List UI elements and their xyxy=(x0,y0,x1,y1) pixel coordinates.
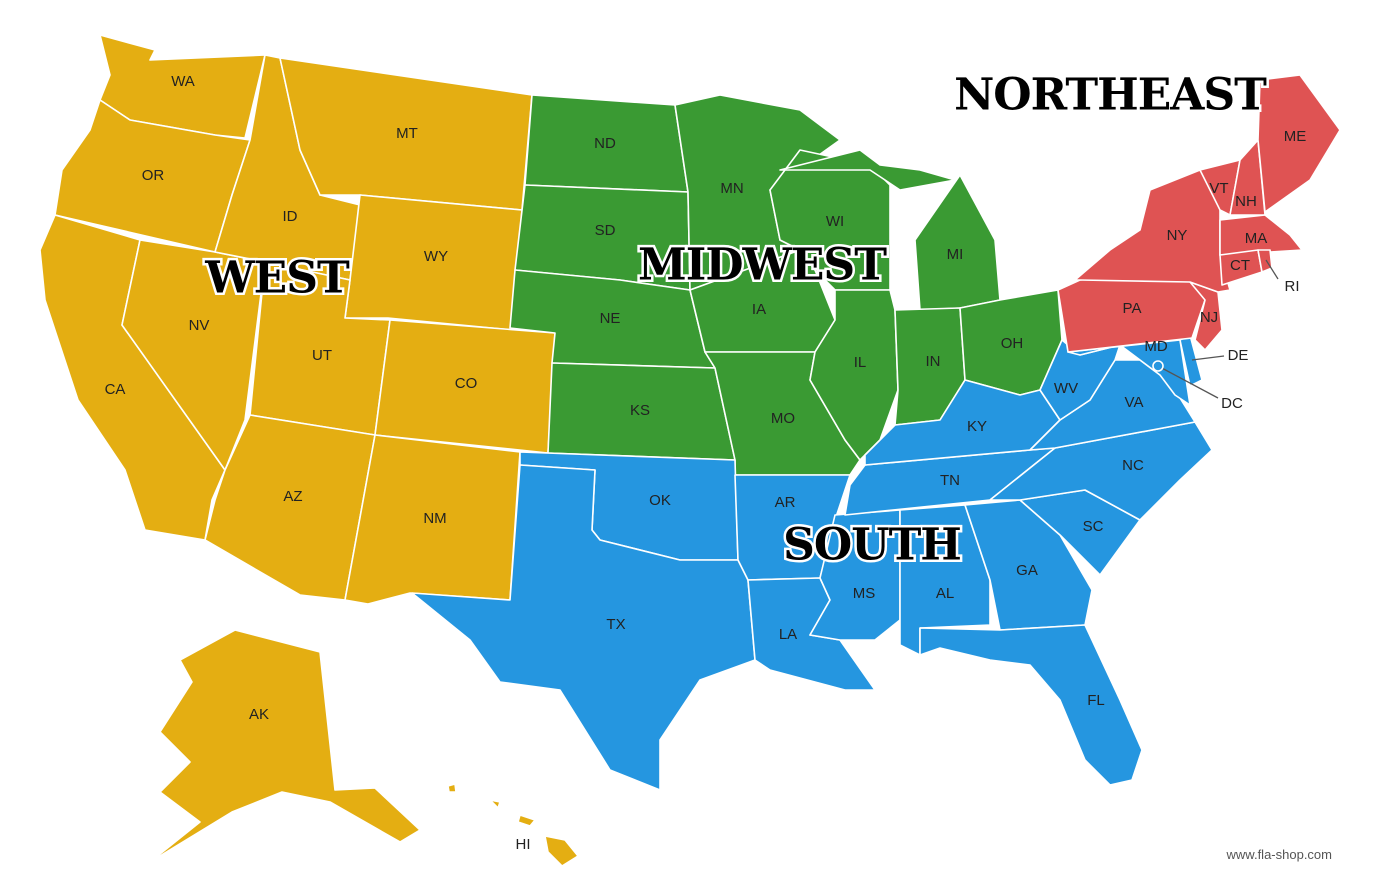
state-il[interactable] xyxy=(809,289,899,461)
state-label-wa: WA xyxy=(171,73,195,90)
state-label-mi: MI xyxy=(947,246,964,263)
state-label-mn: MN xyxy=(720,180,743,197)
state-label-ri: RI xyxy=(1285,278,1300,295)
state-label-az: AZ xyxy=(283,488,302,505)
state-label-vt: VT xyxy=(1209,180,1228,197)
state-label-nm: NM xyxy=(423,510,446,527)
region-label-midwest: MIDWEST xyxy=(638,240,887,291)
state-label-ks: KS xyxy=(630,402,650,419)
dc-marker-icon[interactable] xyxy=(1152,360,1164,372)
state-label-me: ME xyxy=(1284,128,1307,145)
state-label-il: IL xyxy=(854,354,867,371)
state-label-md: MD xyxy=(1144,338,1167,355)
state-label-fl: FL xyxy=(1087,692,1105,709)
region-label-south: SOUTH xyxy=(783,520,961,571)
state-label-la: LA xyxy=(779,626,797,643)
state-label-nv: NV xyxy=(189,317,210,334)
state-shape[interactable] xyxy=(517,814,536,827)
state-label-sc: SC xyxy=(1083,518,1104,535)
state-md[interactable] xyxy=(1067,339,1191,406)
state-label-ok: OK xyxy=(649,492,671,509)
state-shape[interactable] xyxy=(914,174,1001,311)
credit-text: www.fla-shop.com xyxy=(1226,847,1332,862)
state-label-ca: CA xyxy=(105,381,126,398)
state-label-nc: NC xyxy=(1122,457,1144,474)
state-ny[interactable] xyxy=(1074,169,1231,293)
state-label-ut: UT xyxy=(312,347,332,364)
region-label-northeast: NORTHEAST xyxy=(954,70,1267,121)
state-label-dc: DC xyxy=(1221,395,1243,412)
state-label-nd: ND xyxy=(594,135,616,152)
state-shape[interactable] xyxy=(1257,74,1341,213)
state-label-de: DE xyxy=(1228,347,1249,364)
state-label-mo: MO xyxy=(771,410,795,427)
state-shape[interactable] xyxy=(1074,169,1231,293)
state-shape[interactable] xyxy=(411,464,756,791)
state-label-pa: PA xyxy=(1123,300,1142,317)
leader-line xyxy=(1191,355,1225,361)
state-shape[interactable] xyxy=(544,835,579,867)
state-label-wi: WI xyxy=(826,213,844,230)
state-label-mt: MT xyxy=(396,125,418,142)
state-shape[interactable] xyxy=(919,624,1143,786)
state-label-ny: NY xyxy=(1167,227,1188,244)
state-label-in: IN xyxy=(926,353,941,370)
state-shape[interactable] xyxy=(489,799,501,809)
state-ak[interactable] xyxy=(149,629,421,863)
state-label-id: ID xyxy=(283,208,298,225)
state-shape[interactable] xyxy=(1067,339,1191,406)
state-tx[interactable] xyxy=(411,464,756,791)
state-label-co: CO xyxy=(455,375,478,392)
state-me[interactable] xyxy=(1257,74,1341,213)
state-label-hi: HI xyxy=(516,836,531,853)
state-label-ma: MA xyxy=(1245,230,1268,247)
state-label-ct: CT xyxy=(1230,257,1250,274)
state-shape[interactable] xyxy=(149,629,421,863)
state-shape[interactable] xyxy=(809,289,899,461)
state-label-tn: TN xyxy=(940,472,960,489)
state-ri[interactable] xyxy=(1257,249,1273,273)
state-label-al: AL xyxy=(936,585,954,602)
state-label-ar: AR xyxy=(775,494,796,511)
state-label-wy: WY xyxy=(424,248,448,265)
state-label-ak: AK xyxy=(249,706,269,723)
state-label-ky: KY xyxy=(967,418,987,435)
state-label-ms: MS xyxy=(853,585,876,602)
state-label-sd: SD xyxy=(595,222,616,239)
leader-line xyxy=(1265,259,1279,280)
state-label-ga: GA xyxy=(1016,562,1038,579)
state-label-nh: NH xyxy=(1235,193,1257,210)
state-shape[interactable] xyxy=(1257,249,1273,273)
state-label-nj: NJ xyxy=(1200,309,1218,326)
state-shape[interactable] xyxy=(779,149,956,191)
state-label-or: OR xyxy=(142,167,165,184)
state-hi[interactable] xyxy=(447,783,579,867)
state-label-tx: TX xyxy=(606,616,625,633)
state-label-ne: NE xyxy=(600,310,621,327)
region-label-west: WEST xyxy=(204,253,350,304)
state-shape[interactable] xyxy=(447,783,457,793)
state-fl[interactable] xyxy=(919,624,1143,786)
state-label-wv: WV xyxy=(1054,380,1078,397)
state-label-oh: OH xyxy=(1001,335,1024,352)
state-label-ia: IA xyxy=(752,301,766,318)
leader-line xyxy=(1157,365,1219,399)
state-label-va: VA xyxy=(1125,394,1144,411)
